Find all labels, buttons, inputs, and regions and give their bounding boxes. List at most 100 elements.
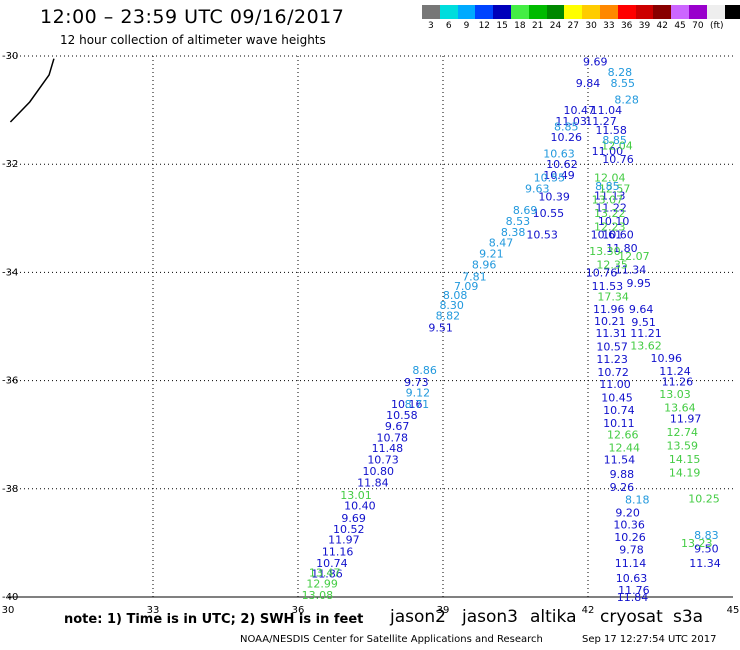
wave-height-label: 8.83 [694,529,719,542]
wave-height-label: 12.57 [599,183,631,196]
wave-height-label: 10.78 [377,431,409,444]
wave-height-label: 11.24 [659,365,691,378]
wave-height-label: 8.86 [412,364,437,377]
y-tick-label: -30 [2,51,18,62]
wave-height-label: 10.63 [616,572,648,585]
color-scale-bar [422,5,740,19]
chart-title: 12:00 – 23:59 UTC 09/16/2017 [40,6,345,28]
wave-height-label: 11.03 [555,115,587,128]
wave-height-label: 11.26 [662,376,694,389]
color-scale-swatch [706,5,725,19]
color-scale-swatch [422,5,440,19]
color-scale-label: 27 [567,21,579,31]
wave-height-label: 9.51 [428,322,453,335]
pass-time-label: 1553 [0,0,17,3]
wave-height-label: 10.76 [586,266,618,279]
wave-height-label: 9.78 [619,543,644,556]
wave-height-label: 9.84 [576,77,601,90]
wave-height-label: 10.63 [543,147,575,160]
legend-cryosat: cryosat [600,607,663,627]
pass-time-label: 1555 [0,0,17,3]
legend-jason2: jason2 [390,607,446,627]
wave-height-label: 12.99 [306,577,338,590]
wave-height-label: 8.71 [405,398,430,411]
wave-height-label: 13.47 [309,567,341,580]
wave-height-label: 8.38 [501,226,526,239]
color-scale-label: 24 [549,21,562,31]
wave-height-label: 9.88 [610,468,635,481]
wave-height-label: 7.81 [462,271,487,284]
wave-height-label: 9.21 [479,247,504,260]
wave-height-label: 10.40 [344,500,376,513]
color-scale-label: 15 [496,21,508,31]
wave-height-label: 8.69 [513,204,538,217]
legend-s3a: s3a [673,607,704,627]
x-tick-label: 45 [727,605,740,616]
wave-height-label: 13.22 [594,207,626,220]
wave-height-label: 11.16 [322,546,354,559]
wave-height-label: 12.44 [609,442,641,455]
color-scale-swatch [475,5,494,19]
wave-height-label: 14.19 [669,467,701,480]
wave-height-label: 14.15 [669,453,701,466]
wave-height-label: 11.21 [630,327,662,340]
wave-height-label: 11.31 [595,327,627,340]
x-tick-label: 33 [147,605,160,616]
color-scale-label: 42 [656,21,668,31]
pass-time-label: 19 [0,0,8,3]
wave-height-label: 10.80 [362,465,394,478]
wave-height-label: 10.61 [591,229,623,242]
x-tick-label: 39 [437,605,450,616]
wave-height-label: 9.69 [583,55,608,68]
wave-height-label: 13.23 [681,537,713,550]
wave-height-label: 10.26 [614,531,646,544]
wave-height-label: 10.11 [603,417,635,430]
wave-height-label: 10.62 [546,158,578,171]
wave-height-label: 10.60 [602,229,634,242]
wave-height-label: 12.74 [667,426,699,439]
wave-height-label: 12.07 [618,250,650,263]
wave-height-label: 13.01 [340,489,372,502]
pass-time-label: 1555 [0,0,17,3]
wave-height-label: 10.58 [386,409,418,422]
wave-height-label: 9.95 [627,277,652,290]
wave-height-label: 13.07 [592,193,624,206]
wave-height-label: 11.76 [618,584,650,597]
wave-height-label: 11.84 [357,476,389,489]
pass-time-label: 1230 [0,0,17,3]
wave-height-label: 12.23 [594,220,626,233]
wave-height-label: 10.52 [333,523,365,536]
wave-height-label: 11.96 [593,303,625,316]
wave-height-label: 10.45 [601,391,633,404]
wave-height-label: 10.57 [596,341,628,354]
wave-height-label: 11.48 [372,442,404,455]
color-scale-label: 36 [620,21,633,31]
wave-height-label: 10.25 [688,493,720,506]
color-scale-swatch [493,5,511,19]
wave-height-label: 10.76 [602,153,634,166]
pass-time-label: 1930 [0,0,17,3]
color-scale-label: 70 [692,21,704,31]
color-scale-unit: (ft) [710,21,724,31]
wave-height-label: 10.21 [594,315,626,328]
color-scale-swatch [528,5,547,19]
color-scale-swatch [635,5,654,19]
footer-note: note: 1) Time is in UTC; 2) SWH is in fe… [64,612,364,627]
color-scale-label: 9 [463,21,470,31]
wave-height-label: 11.54 [604,454,636,467]
wave-height-label: 10.26 [551,131,583,144]
wave-height-label: 9.26 [610,481,635,494]
pass-time-label: 1554 [0,0,17,3]
footer-timestamp: Sep 17 12:27:54 UTC 2017 [582,634,717,645]
color-scale-swatch [510,5,529,19]
wave-height-label: 10.73 [367,454,399,467]
color-scale-swatch [688,5,707,19]
chart-subtitle: 12 hour collection of altimeter wave hei… [60,33,326,47]
wave-height-label: 8.47 [489,237,514,250]
wave-height-label: 8.28 [614,93,639,106]
wave-height-label: 10.36 [613,519,645,532]
wave-height-label: 11.34 [615,264,647,277]
y-tick-label: -36 [2,376,18,387]
y-tick-label: -38 [2,484,18,495]
